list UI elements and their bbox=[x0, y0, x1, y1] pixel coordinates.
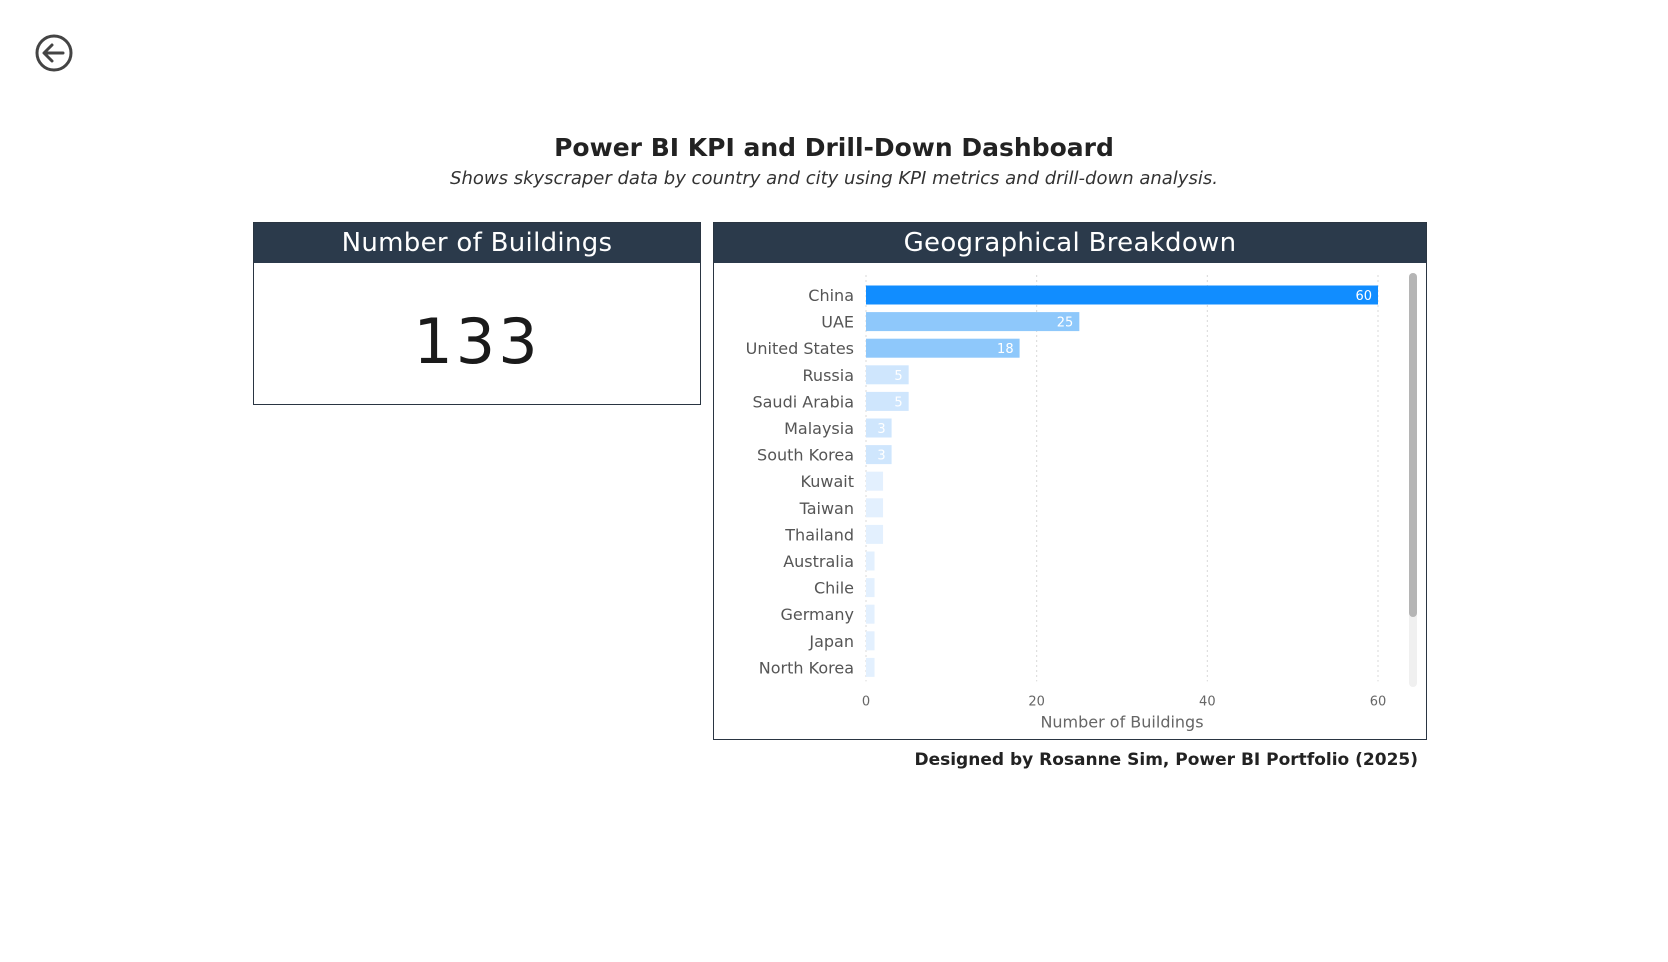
bar-thailand[interactable] bbox=[866, 524, 884, 544]
bar-chile[interactable] bbox=[866, 578, 875, 598]
footer-credit: Designed by Rosanne Sim, Power BI Portfo… bbox=[914, 750, 1418, 770]
data-label: 5 bbox=[894, 369, 902, 384]
category-label[interactable]: Malaysia bbox=[784, 419, 854, 438]
category-label[interactable]: Australia bbox=[783, 552, 854, 571]
category-label[interactable]: North Korea bbox=[759, 658, 854, 677]
back-arrow-circle-icon bbox=[35, 34, 73, 72]
bar-taiwan[interactable] bbox=[866, 498, 884, 518]
category-label[interactable]: China bbox=[808, 286, 854, 305]
kpi-card-header: Number of Buildings bbox=[254, 223, 700, 263]
x-tick-label: 60 bbox=[1370, 694, 1387, 709]
category-label[interactable]: Kuwait bbox=[801, 472, 854, 491]
x-tick-label: 20 bbox=[1028, 694, 1045, 709]
page-title: Power BI KPI and Drill-Down Dashboard bbox=[554, 133, 1114, 162]
category-label[interactable]: South Korea bbox=[757, 446, 854, 465]
category-label[interactable]: UAE bbox=[821, 313, 854, 332]
bar-north-korea[interactable] bbox=[866, 657, 875, 677]
bar-australia[interactable] bbox=[866, 551, 875, 571]
bar-china[interactable] bbox=[866, 285, 1378, 305]
bar-germany[interactable] bbox=[866, 604, 875, 624]
data-label: 18 bbox=[997, 342, 1014, 357]
bar-saudi-arabia[interactable] bbox=[866, 391, 909, 411]
data-label: 3 bbox=[877, 449, 885, 464]
data-label: 5 bbox=[894, 395, 902, 410]
category-label[interactable]: Chile bbox=[814, 579, 854, 598]
x-axis-title: Number of Buildings bbox=[1040, 712, 1203, 731]
data-label: 60 bbox=[1355, 289, 1372, 304]
category-label[interactable]: United States bbox=[746, 339, 854, 358]
category-label[interactable]: Russia bbox=[803, 366, 854, 385]
bar-japan[interactable] bbox=[866, 631, 875, 651]
kpi-card[interactable]: Number of Buildings 133 bbox=[253, 222, 701, 405]
data-label: 3 bbox=[877, 422, 885, 437]
bar-russia[interactable] bbox=[866, 365, 909, 385]
data-label: 25 bbox=[1057, 316, 1074, 331]
category-label[interactable]: Japan bbox=[808, 632, 854, 651]
bar-malaysia[interactable] bbox=[866, 418, 892, 438]
page-subtitle: Shows skyscraper data by country and cit… bbox=[450, 168, 1218, 189]
category-label[interactable]: Germany bbox=[780, 605, 854, 624]
category-label[interactable]: Taiwan bbox=[799, 499, 854, 518]
bar-united-states[interactable] bbox=[866, 338, 1020, 358]
geo-bar-chart[interactable]: China 60 UAE 25 United States 18 Russia 5 Saudi … bbox=[714, 263, 1425, 738]
category-label[interactable]: Saudi Arabia bbox=[752, 392, 854, 411]
bar-uae[interactable] bbox=[866, 312, 1080, 332]
x-tick-label: 0 bbox=[862, 694, 870, 709]
category-label[interactable]: Thailand bbox=[784, 525, 854, 544]
bar-kuwait[interactable] bbox=[866, 471, 884, 491]
kpi-value: 133 bbox=[413, 305, 541, 378]
scrollbar-thumb[interactable] bbox=[1409, 273, 1417, 617]
bar-south-korea[interactable] bbox=[866, 445, 892, 465]
x-tick-label: 40 bbox=[1199, 694, 1216, 709]
geo-breakdown-card[interactable]: Geographical Breakdown China 60 UAE 25 Unite… bbox=[713, 222, 1427, 740]
geo-card-header: Geographical Breakdown bbox=[714, 223, 1426, 263]
back-button[interactable] bbox=[34, 33, 74, 73]
